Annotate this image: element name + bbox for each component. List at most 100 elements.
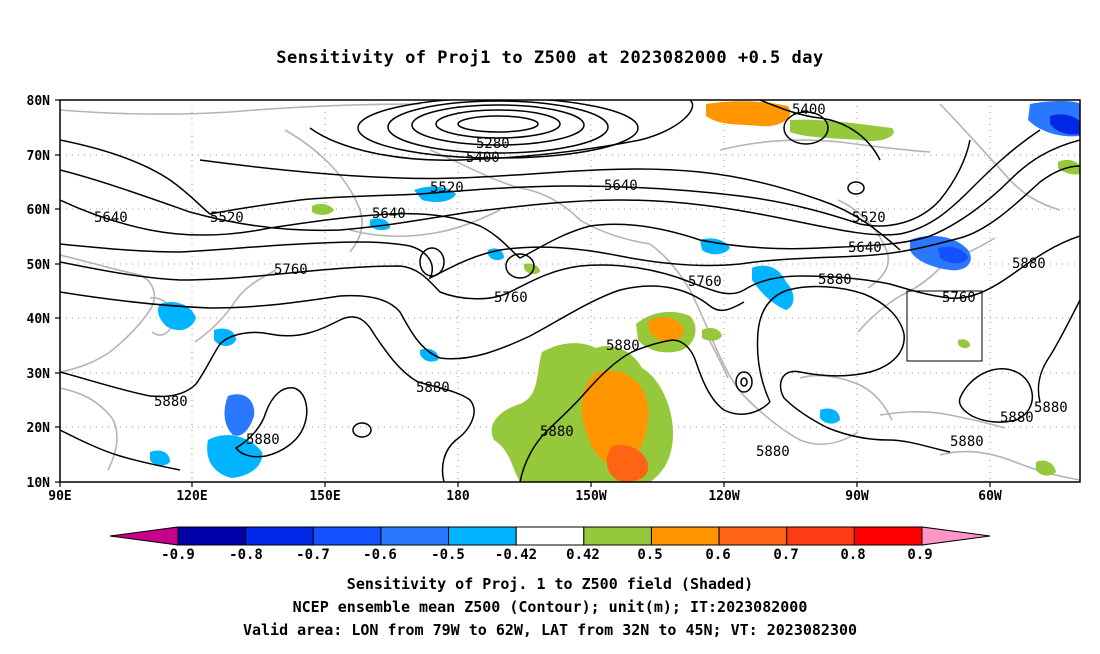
lat-label: 60N <box>27 203 51 218</box>
colorbar-labels: -0.9 -0.8 -0.7 -0.6 -0.5 -0.42 0.42 0.5 … <box>161 547 933 563</box>
contour-5820 <box>60 285 745 360</box>
colorbar-cell <box>786 526 855 546</box>
lon-label: 120E <box>176 489 207 504</box>
lon-label: 90E <box>48 489 71 504</box>
coastline-indochina <box>60 387 118 471</box>
lat-label: 10N <box>27 476 51 491</box>
contour-label: 5520 <box>210 210 244 226</box>
contour-5880-america <box>756 285 905 403</box>
contour-label: 5880 <box>818 272 852 288</box>
shade-negative-gulf-alaska <box>700 238 730 255</box>
coastline-caribbean <box>879 410 1006 429</box>
coastline-aleutians <box>349 209 501 238</box>
z500-contours <box>60 100 1080 482</box>
shade-negative-small-2 <box>820 408 840 424</box>
coastline-asia-east <box>60 254 156 373</box>
colorbar-label: -0.8 <box>229 547 263 563</box>
coastline-kamchatka <box>284 129 363 253</box>
contour-5460-low <box>783 111 829 145</box>
contour-5760-small-a <box>419 247 445 277</box>
colorbar-cell <box>380 526 450 546</box>
contour-label: 5760 <box>942 290 976 306</box>
valid-area-box <box>906 290 983 362</box>
contour-5460 <box>199 159 901 251</box>
colorbar-cell <box>718 526 788 546</box>
lon-label: 60W <box>978 489 1002 504</box>
contour-5280-inner-2 <box>435 109 561 139</box>
contour-5280 <box>387 100 609 154</box>
lat-label: 70N <box>27 149 51 164</box>
contour-5580 <box>60 129 1041 236</box>
contour-label: 5640 <box>604 178 638 194</box>
shade-negative-east-asia-2 <box>214 328 236 346</box>
lat-label: 20N <box>27 421 51 436</box>
colorbar-label: 0.6 <box>705 547 730 563</box>
contour-label: 5520 <box>852 210 886 226</box>
contour-label: 5880 <box>1034 400 1068 416</box>
lon-label: 120W <box>708 489 739 504</box>
caption-valid-area: Valid area: LON from 79W to 62W, LAT fro… <box>242 621 858 639</box>
coastline-greenland <box>939 103 1061 211</box>
map-plot-area: 5280 5400 5400 5520 5520 5520 5640 5640 … <box>27 94 1081 504</box>
contour-label: 5760 <box>688 274 722 290</box>
contour-label: 5880 <box>950 434 984 450</box>
contour-5880-west <box>60 316 475 482</box>
colorbar-low-end <box>109 526 179 546</box>
lon-label: 150W <box>575 489 606 504</box>
contour-label: 5880 <box>1000 410 1034 426</box>
colorbar-label: -0.5 <box>431 547 465 563</box>
caption-shading: Sensitivity of Proj. 1 to Z500 field (Sh… <box>346 575 754 593</box>
shade-positive-small-1 <box>312 203 334 215</box>
shade-negative-north-atlantic-core <box>1050 114 1080 135</box>
colorbar-cells <box>177 526 923 546</box>
axis-ticks <box>55 99 991 487</box>
shade-negative-east-asia <box>158 301 196 331</box>
caption-contour: NCEP ensemble mean Z500 (Contour); unit(… <box>292 598 808 616</box>
coastline-japan <box>194 269 277 343</box>
shade-negative-south-china <box>207 435 263 478</box>
contour-label: 5520 <box>430 180 464 196</box>
positive-shading <box>312 101 1080 482</box>
lat-label: 40N <box>27 312 51 327</box>
negative-shading <box>150 101 1080 478</box>
coastline-siberia-north <box>60 103 421 115</box>
shade-negative-small-1 <box>150 450 170 466</box>
colorbar-cell <box>853 526 923 546</box>
contour-label: 5880 <box>416 380 450 396</box>
contour-5400-main <box>309 100 694 161</box>
contour-5520 <box>60 139 971 227</box>
colorbar-high-end <box>921 526 991 546</box>
lon-label: 180 <box>446 489 470 504</box>
contour-label: 5640 <box>372 206 406 222</box>
shade-positive-small-2 <box>524 263 540 275</box>
contour-label: 5880 <box>606 338 640 354</box>
colorbar-cell <box>245 526 314 546</box>
colorbar-label: 0.7 <box>773 547 798 563</box>
shade-positive-small-6 <box>958 339 970 349</box>
contour-5400-east <box>759 100 881 161</box>
shade-positive-central-pacific-core2 <box>606 444 649 482</box>
colorbar-cell <box>583 526 652 546</box>
chart-title: Sensitivity of Proj1 to Z500 at 20230820… <box>276 48 824 68</box>
colorbar-label: -0.7 <box>296 547 330 563</box>
contour-5700 <box>60 165 1080 280</box>
lat-labels: 80N 70N 60N 50N 40N 30N 20N 10N <box>27 94 51 491</box>
coastline-gulf <box>799 374 893 421</box>
coastline-canada-arctic <box>719 139 931 153</box>
contour-label: 5400 <box>466 150 500 166</box>
colorbar-label: -0.9 <box>161 547 195 563</box>
contour-5880-sub-2 <box>958 368 1034 423</box>
colorbar-label: 0.9 <box>907 547 932 563</box>
colorbar-cell <box>448 526 517 546</box>
shade-positive-central-pacific-core <box>581 370 649 466</box>
shade-negative-aleutians <box>414 186 456 202</box>
contour-label: 5640 <box>94 210 128 226</box>
contour-5880-small <box>352 422 372 438</box>
contour-5880-pacific <box>519 339 771 482</box>
coastline-alaska <box>429 149 651 245</box>
contour-labels: 5280 5400 5400 5520 5520 5520 5640 5640 … <box>94 102 1068 460</box>
contour-label: 5880 <box>756 444 790 460</box>
contour-label: 5640 <box>848 240 882 256</box>
colorbar-label: -0.6 <box>363 547 397 563</box>
contour-5880-south <box>60 429 181 471</box>
